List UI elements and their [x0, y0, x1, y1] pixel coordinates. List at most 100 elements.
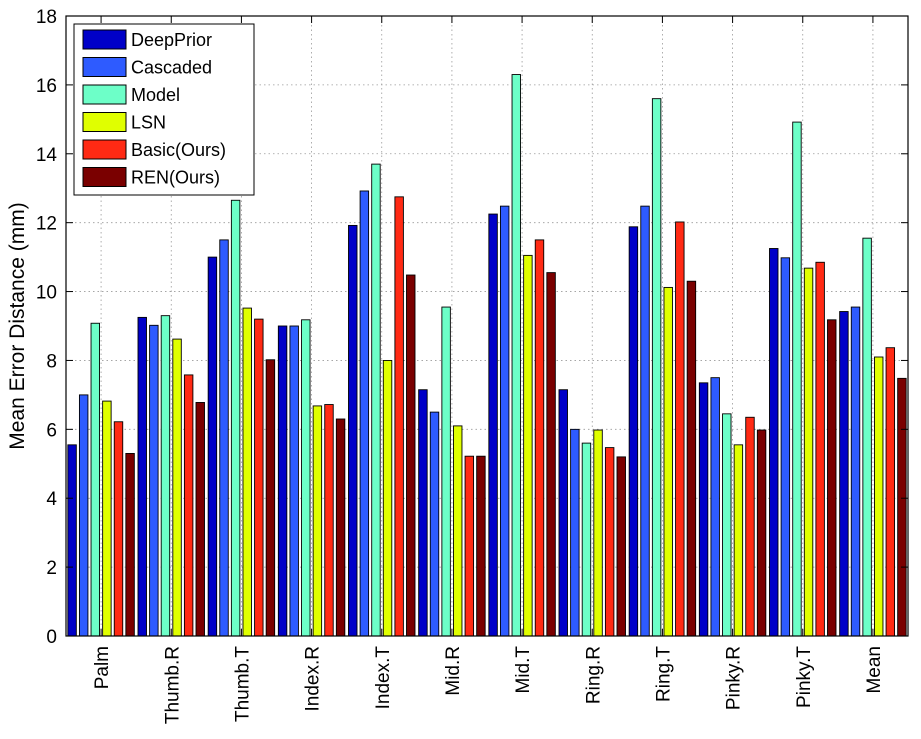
bar: [570, 428, 580, 637]
y-tick-label: 0: [46, 627, 57, 648]
y-tick-label: 4: [46, 489, 57, 510]
legend-label: Model: [131, 85, 180, 105]
legend-label: LSN: [131, 113, 166, 133]
bar: [815, 261, 825, 637]
bar: [406, 274, 416, 637]
bar: [839, 311, 849, 637]
bar: [441, 306, 451, 637]
bar: [348, 224, 358, 637]
bar: [827, 319, 837, 637]
bar: [90, 322, 100, 637]
x-tick-label: Thumb.T: [232, 646, 253, 722]
bar: [335, 418, 346, 637]
bar: [523, 254, 533, 637]
x-tick-label: Palm: [92, 646, 113, 689]
bar: [183, 374, 194, 637]
bar: [511, 74, 521, 637]
bar: [149, 324, 159, 637]
bar: [558, 389, 568, 637]
bar: [769, 248, 779, 637]
legend-swatch: [82, 167, 127, 187]
bar: [394, 196, 404, 637]
bar: [102, 400, 112, 637]
bar: [453, 425, 463, 637]
bar: [230, 199, 241, 637]
y-tick-label: 14: [36, 145, 58, 166]
x-tick-label: Mid.T: [513, 646, 534, 694]
x-tick-label: Pinky.T: [794, 646, 815, 708]
legend-label: Basic(Ours): [131, 140, 226, 160]
x-tick-label: Pinky.R: [724, 646, 745, 710]
bar: [745, 416, 755, 637]
bar: [78, 394, 89, 637]
bar: [172, 338, 182, 637]
x-tick-label: Ring.T: [653, 646, 674, 702]
bar: [499, 205, 510, 637]
bar: [324, 404, 334, 637]
bars: [67, 74, 907, 637]
bar: [803, 267, 814, 637]
bar: [675, 221, 685, 637]
y-tick-labels: 0 2 4 6 8 10 12 14 16 18: [36, 7, 58, 648]
x-tick-label: Index.T: [373, 646, 394, 710]
bar: [604, 447, 615, 637]
legend-swatch: [82, 84, 127, 105]
legend-swatch: [82, 57, 127, 77]
bar: [885, 347, 896, 637]
bar: [651, 98, 662, 637]
legend: DeepPrior Cascaded Model LSN Basic(Ours) REN(…: [73, 23, 255, 196]
x-tick-label: Mean: [864, 646, 885, 694]
bar: [464, 455, 475, 637]
legend-swatch: [82, 139, 127, 160]
bar: [301, 319, 311, 637]
y-tick-label: 6: [46, 420, 57, 441]
y-tick-label: 18: [36, 7, 57, 28]
bar: [686, 280, 697, 637]
axes-frame: [65, 15, 909, 637]
legend-label: REN(Ours): [131, 168, 220, 188]
bar: [862, 237, 872, 637]
bar: [698, 382, 709, 637]
y-tick-label: 16: [36, 76, 57, 97]
y-tick-label: 10: [36, 283, 57, 304]
x-tick-labels: Palm Thumb.R Thumb.T Index.R Index.T Mid.R Mid…: [92, 646, 885, 725]
bar: [663, 286, 673, 637]
bar: [219, 239, 229, 637]
bar: [429, 411, 440, 637]
bar: [733, 444, 744, 637]
bar: [874, 356, 884, 637]
bar: [640, 205, 650, 637]
bar: [195, 402, 205, 637]
bar: [476, 455, 486, 637]
y-tick-label: 2: [46, 558, 57, 579]
bar: [113, 421, 124, 637]
bar: [277, 325, 288, 637]
legend-swatch: [82, 29, 127, 50]
x-tick-label: Index.R: [303, 646, 324, 711]
bar: [628, 226, 639, 637]
bar: [67, 444, 77, 637]
axis-ticks: [66, 15, 908, 637]
bar: [137, 316, 147, 637]
x-tick-label: Thumb.R: [162, 646, 183, 724]
bar: [756, 429, 767, 637]
x-tick-label: Ring.R: [583, 646, 604, 704]
bar: [850, 306, 861, 637]
bar: [488, 213, 498, 637]
bar: [125, 452, 135, 637]
bar: [792, 121, 802, 637]
bar: [312, 405, 323, 637]
bar: [897, 377, 907, 637]
bar: [780, 257, 791, 637]
bar: [242, 307, 252, 637]
y-axis-title: Mean Error Distance (mm): [6, 202, 29, 449]
bar: [593, 429, 603, 637]
legend-box: [73, 23, 255, 196]
legend-swatch: [82, 112, 127, 132]
y-tick-label: 12: [36, 214, 57, 235]
bar: [265, 359, 276, 637]
legend-label: DeepPrior: [131, 30, 212, 50]
bar: [546, 272, 556, 637]
bar: [616, 456, 626, 637]
